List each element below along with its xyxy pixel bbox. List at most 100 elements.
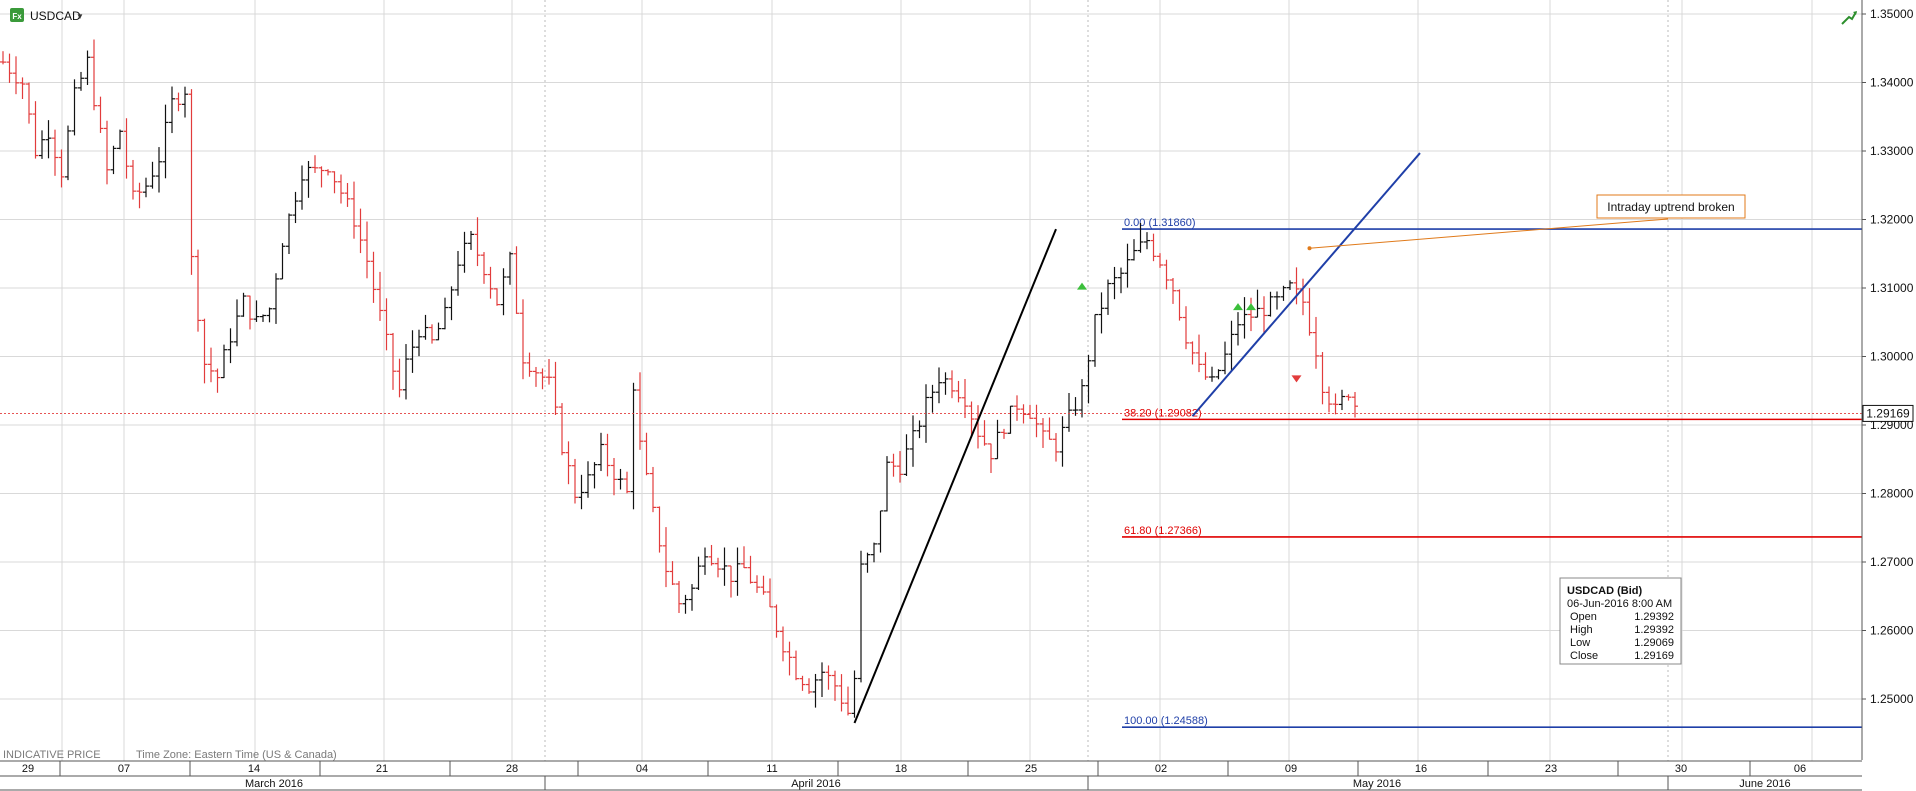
ohlc-bar [1079,379,1085,418]
day-label: 07 [118,763,130,775]
ohlc-bar [689,584,695,611]
month-labels: March 2016 April 2016 May 2016 June 2016 [245,776,1791,790]
ohlc-bar [1345,394,1352,401]
ohlc-bar [565,441,572,485]
ohlc-bar [149,161,156,189]
price-axis[interactable]: 1.35000 1.34000 1.33000 1.32000 1.31000 1.300… [1861,0,1916,791]
ohlc-bar [1313,316,1319,369]
info-box-frame [1559,577,1682,665]
ohlc-bar [1150,233,1157,262]
ohlc-bar [1092,313,1098,367]
ohlc-bar [32,101,39,159]
ohlc-bar [897,451,903,483]
annotation[interactable]: Intraday uptrend broken [1307,194,1746,251]
ohlc-bar [266,307,273,323]
ohlc-bar [598,432,604,472]
day-label: 25 [1025,763,1037,775]
ohlc-bar [247,295,253,330]
ohlc-bar [97,96,104,133]
price-tick-label: 1.31000 [1870,281,1914,295]
ohlc-bar [45,120,52,159]
day-ticks: 29 07 14 21 28 04 11 18 25 02 09 16 23 30 06 [22,761,1806,776]
price-axis-bg [1862,0,1916,791]
ohlc-bar [370,251,377,303]
ohlc-bar [1332,393,1339,415]
ohlc-bar [416,329,422,357]
day-label: 04 [636,763,648,775]
ohlc-bar [1287,280,1293,290]
ohlc-bar [1352,391,1358,418]
ohlc-bar [799,675,806,691]
intraday-uptrend-line [1191,152,1421,417]
ohlc-bar [325,169,331,176]
symbol-selector[interactable]: Fx USDCAD ▼ [10,8,84,23]
ohlc-bar [552,361,559,415]
ohlc-bar [1040,418,1046,448]
ohlc-bar [1105,279,1111,315]
dropdown-arrow-icon[interactable]: ▼ [76,12,84,21]
info-box-high-value: 1.29392 [1634,624,1674,636]
ohlc-bar [286,213,292,255]
ohlc-bar [104,120,110,185]
ohlc-bar [305,160,312,198]
info-box-open-value: 1.29392 [1634,611,1674,623]
ohlc-bar [182,86,188,118]
ohlc-bar [468,230,474,250]
price-tick-label: 1.34000 [1870,76,1914,90]
ohlc-bar [1293,267,1300,305]
ohlc-bar [780,626,786,662]
ohlc-bar [136,182,143,209]
ohlc-bar [838,674,845,712]
info-box-low-label: Low [1570,637,1590,649]
time-axis[interactable]: 29 07 14 21 28 04 11 18 25 02 09 16 23 30 06 March 201… [0,760,1916,791]
ohlc-bar [1118,267,1124,294]
ohlc-bar [916,420,923,439]
ohlc-bar [747,555,754,584]
ohlc-bar [143,177,149,198]
day-label: 02 [1155,763,1167,775]
ohlc-bar [988,443,994,473]
ohlc-bar [201,318,208,384]
ohlc-bar [162,104,169,179]
ohlc-bar [312,155,318,173]
ohlc-bar [71,79,78,136]
day-label: 29 [22,763,34,775]
ohlc-bar [208,347,214,383]
ohlc-bar [435,322,442,341]
ohlc-bar [1014,395,1020,421]
ohlc-bar [1046,417,1053,440]
ohlc-bar [65,125,71,181]
ohlc-bar [936,367,942,404]
day-label: 28 [506,763,518,775]
ohlc-bar [819,662,825,698]
info-box-low-value: 1.29069 [1634,637,1674,649]
ohlc-bar [351,181,357,239]
day-label: 11 [766,763,777,775]
ohlc-bar [864,552,871,573]
ohlc-bar [890,453,897,477]
info-box-datetime: 06-Jun-2016 8:00 AM [1567,598,1672,610]
ohlc-bar [221,344,227,379]
ohlc-bar [279,243,286,280]
ohlc-bar [1326,386,1332,413]
ohlc-bar [39,130,45,159]
ohlc-bar [240,292,247,317]
ohlc-bar [448,286,455,321]
ohlc-bar [1319,352,1326,405]
ohlc-bar [832,670,838,701]
ohlc-bars [0,39,1862,718]
ohlc-bar [611,458,617,496]
price-ticks: 1.35000 1.34000 1.33000 1.32000 1.31000 1.300… [1862,7,1914,706]
ohlc-bar [591,462,598,489]
ohlc-bar [299,165,305,210]
ohlc-bar [253,300,260,322]
ohlc-bar [1176,289,1183,321]
chart-trend-icon[interactable] [1841,11,1857,25]
ohlc-bar [728,565,734,598]
ohlc-bar [84,50,91,85]
ohlc-bar [1202,352,1209,380]
ohlc-bar [702,547,708,575]
ohlc-bar [234,299,240,347]
ohlc-bar [624,471,630,494]
